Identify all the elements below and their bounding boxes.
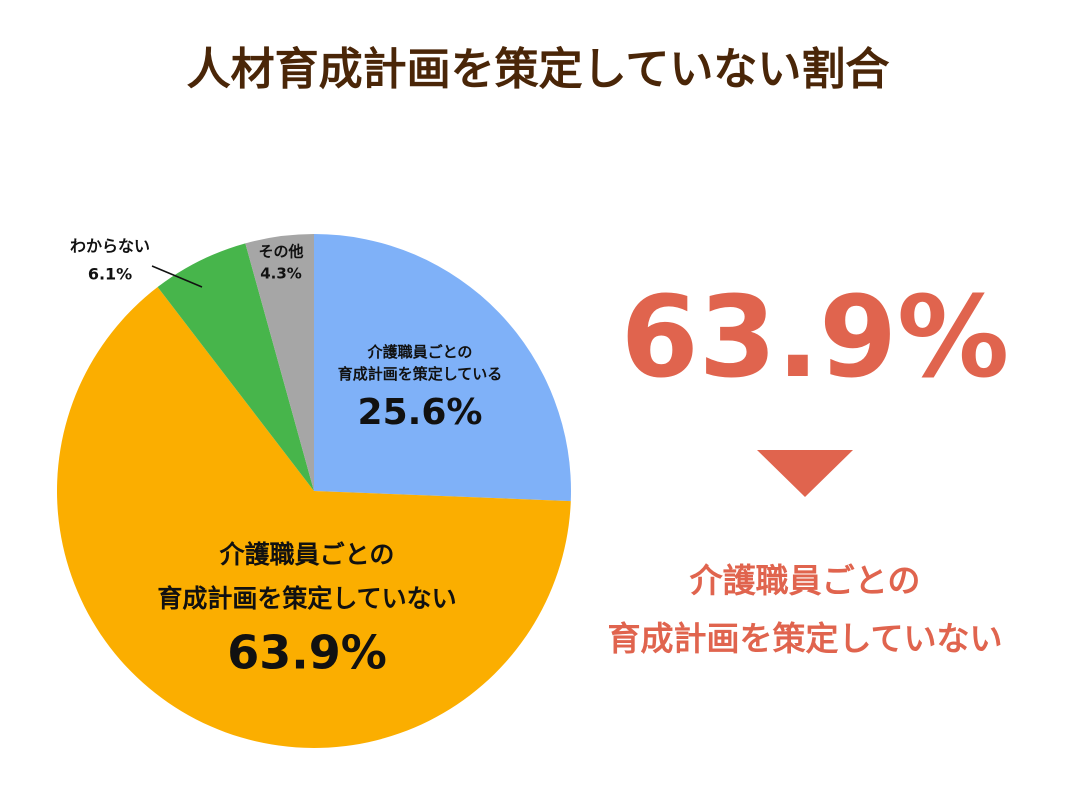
pie-slice xyxy=(245,234,314,491)
value-label: 6.1% xyxy=(88,265,132,284)
callout-value: 63.9% xyxy=(621,273,1010,403)
pie-slice xyxy=(314,234,571,502)
chart-title: 人材育成計画を策定していない割合 xyxy=(187,44,890,95)
slice-label: 介護職員ごとの育成計画を策定していない xyxy=(157,540,456,613)
value-label: 25.6% xyxy=(358,392,483,433)
callout-arrow xyxy=(757,450,853,497)
leader-line xyxy=(151,265,203,288)
pie-slice xyxy=(157,243,314,491)
pie: 介護職員ごとの育成計画を策定している 25.6% 介護職員ごとの育成計画を策定してい… xyxy=(56,234,571,748)
pie-slice xyxy=(56,287,571,748)
value-label: 4.3% xyxy=(260,265,302,283)
slice-label: その他 xyxy=(258,243,303,261)
value-label: 63.9% xyxy=(227,626,387,680)
callout-text: 介護職員ごとの育成計画を策定していない xyxy=(607,561,1002,658)
slice-label: 介護職員ごとの育成計画を策定している xyxy=(338,343,503,383)
slice-label: わからない xyxy=(70,237,150,256)
